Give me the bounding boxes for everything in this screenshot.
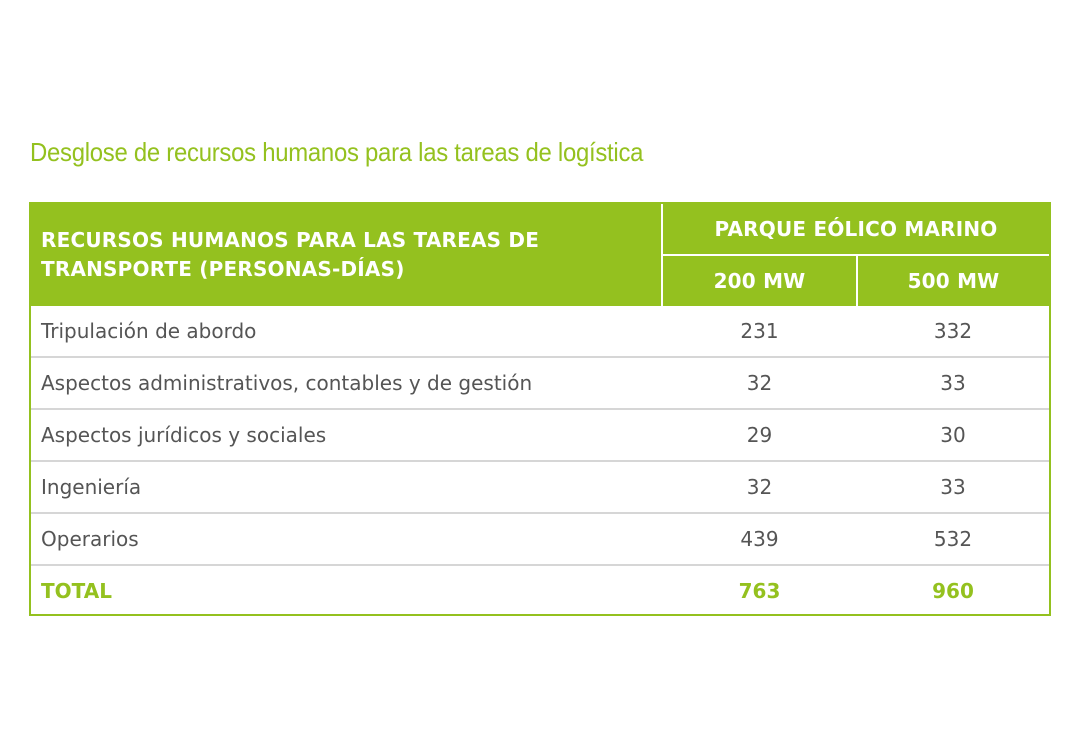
value-200mw: 231 [662,306,857,358]
table-row: Ingeniería 32 33 [31,461,1049,514]
value-200mw: 439 [662,513,857,566]
row-label: Operarios [31,513,662,566]
row-label: Aspectos jurídicos y sociales [31,409,662,462]
row-label: Ingeniería [31,461,662,514]
value-500mw: 30 [857,409,1049,462]
total-row: TOTAL 763 960 [31,564,1049,616]
table-row: Aspectos jurídicos y sociales 29 30 [31,409,1049,462]
page-title: Desglose de recursos humanos para las ta… [30,137,644,167]
value-500mw: 33 [857,461,1049,514]
value-500mw: 332 [857,306,1049,358]
total-label: TOTAL [31,564,662,616]
table-row: Aspectos administrativos, contables y de… [31,357,1049,410]
table-row: Operarios 439 532 [31,513,1049,566]
table-header: RECURSOS HUMANOS PARA LAS TAREAS DE TRAN… [31,204,1049,306]
total-200mw: 763 [662,564,857,616]
header-resources: RECURSOS HUMANOS PARA LAS TAREAS DE TRAN… [31,204,663,306]
table-row: Tripulación de abordo 231 332 [31,306,1049,358]
row-label: Aspectos administrativos, contables y de… [31,357,662,410]
logistics-table: RECURSOS HUMANOS PARA LAS TAREAS DE TRAN… [29,202,1051,616]
row-label: Tripulación de abordo [31,306,662,358]
header-500mw: 500 MW [857,255,1049,306]
header-200mw: 200 MW [662,255,858,306]
total-500mw: 960 [857,564,1049,616]
header-offshore-wind-farm: PARQUE EÓLICO MARINO [662,204,1049,256]
data-table: RECURSOS HUMANOS PARA LAS TAREAS DE TRAN… [31,204,1049,616]
table-body: Tripulación de abordo 231 332 Aspectos a… [31,306,1049,616]
value-200mw: 32 [662,357,857,410]
value-200mw: 32 [662,461,857,514]
value-500mw: 532 [857,513,1049,566]
value-500mw: 33 [857,357,1049,410]
value-200mw: 29 [662,409,857,462]
